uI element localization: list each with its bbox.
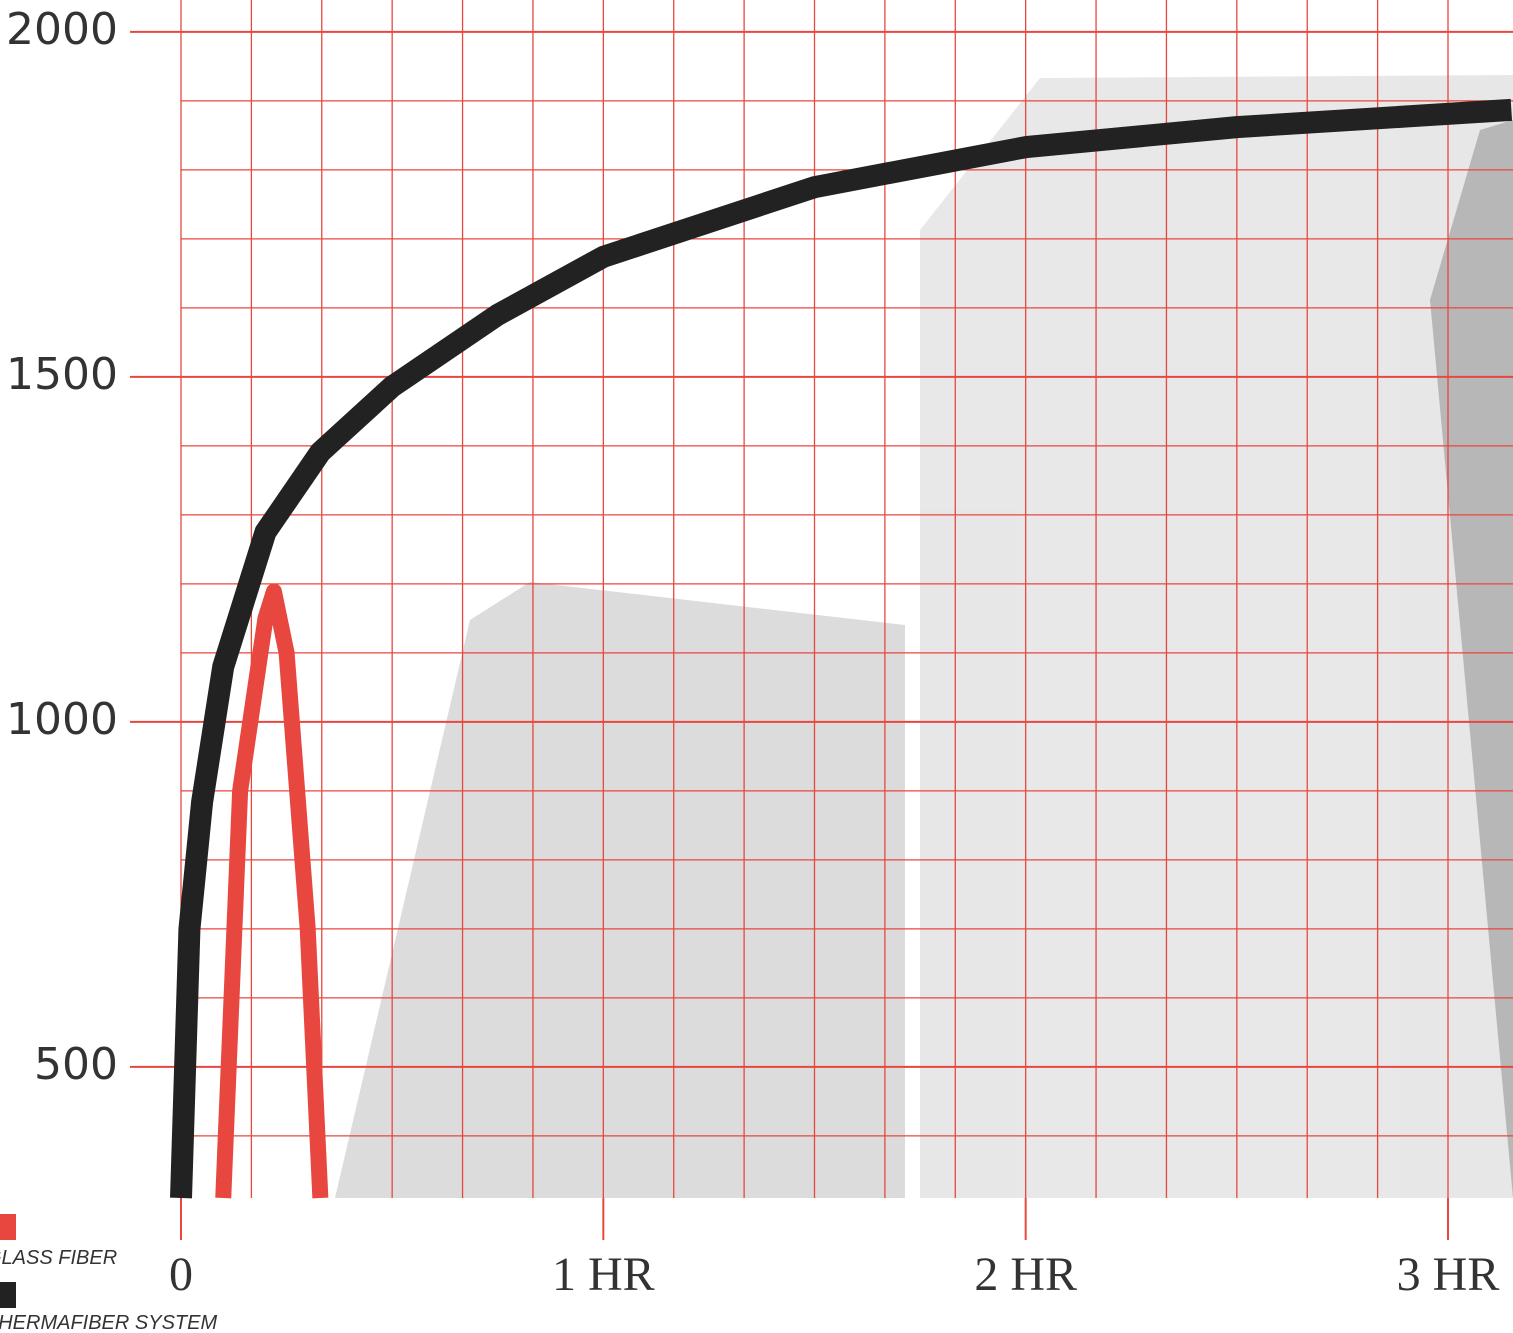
x-tick-label: 0	[169, 1248, 193, 1301]
legend-label: GLASS FIBER	[0, 1247, 117, 1269]
y-tick-label: 1500	[6, 349, 118, 400]
legend-swatch	[0, 1214, 16, 1240]
y-tick-label: 2000	[6, 4, 118, 55]
y-tick-label: 1000	[6, 694, 118, 745]
y-tick-label: 500	[34, 1039, 118, 1090]
legend-label: THERMAFIBER SYSTEM	[0, 1312, 217, 1333]
x-tick-label: 2 HR	[974, 1248, 1077, 1301]
x-tick-label: 3 HR	[1397, 1248, 1500, 1301]
data-line	[170, 98, 1513, 1199]
x-tick-label: 1 HR	[552, 1248, 655, 1301]
legend-swatch	[0, 1282, 16, 1308]
plot	[170, 98, 1513, 1199]
data-line	[215, 583, 329, 1199]
background-photo	[335, 75, 1513, 1198]
